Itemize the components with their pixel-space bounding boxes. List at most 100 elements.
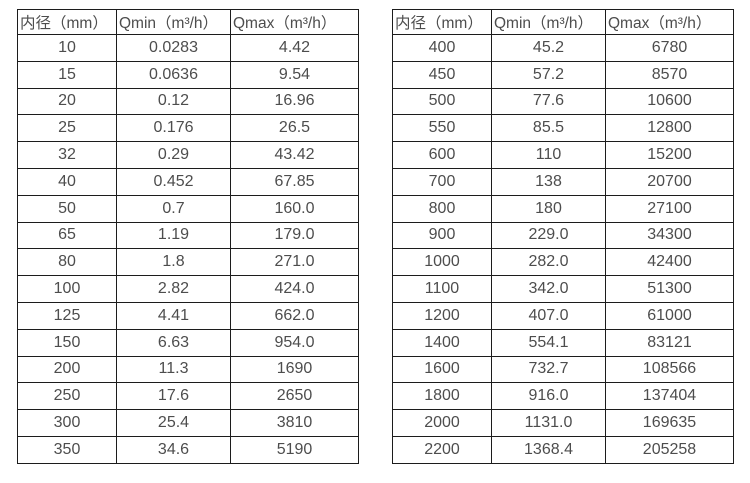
table-cell: 0.29 — [116, 141, 231, 169]
table-cell: 125 — [17, 301, 117, 330]
table-cell: 500 — [392, 87, 492, 116]
table-cell: 4.42 — [230, 34, 359, 62]
table-cell: 0.452 — [116, 167, 231, 196]
table-cell: 400 — [392, 34, 492, 62]
header-qmax: Qmax（m³/h） — [230, 9, 359, 35]
table-cell: 3810 — [230, 409, 359, 437]
table-row: 20 0.12 16.96 — [17, 87, 359, 116]
table-row: 700 138 20700 — [392, 167, 734, 196]
table-row: 300 25.4 3810 — [17, 409, 359, 437]
table-cell: 662.0 — [230, 301, 359, 330]
table-cell: 2000 — [392, 409, 492, 437]
table-cell: 1.19 — [116, 221, 231, 250]
table-cell: 11.3 — [116, 355, 231, 384]
header-qmin: Qmin（m³/h） — [116, 9, 231, 35]
table-cell: 137404 — [605, 382, 734, 411]
table-cell: 108566 — [605, 355, 734, 384]
table-cell: 65 — [17, 221, 117, 250]
table-cell: 25 — [17, 114, 117, 143]
table-cell: 25.4 — [116, 409, 231, 437]
table-row: 1000 282.0 42400 — [392, 248, 734, 277]
table-cell: 300 — [17, 409, 117, 437]
table-body-large: 400 45.2 6780 450 57.2 8570 500 77.6 10600 550 85.… — [392, 34, 734, 464]
header-diameter: 内径（mm） — [392, 9, 492, 35]
table-row: 40 0.452 67.85 — [17, 167, 359, 196]
table-row: 2200 1368.4 205258 — [392, 435, 734, 464]
table-cell: 5190 — [230, 435, 359, 464]
table-cell: 800 — [392, 194, 492, 223]
table-cell: 229.0 — [491, 221, 606, 250]
table-cell: 15 — [17, 60, 117, 89]
table-row: 600 110 15200 — [392, 141, 734, 169]
table-cell: 1000 — [392, 248, 492, 277]
table-cell: 160.0 — [230, 194, 359, 223]
table-cell: 1.8 — [116, 248, 231, 277]
table-cell: 4.41 — [116, 301, 231, 330]
table-row: 1100 342.0 51300 — [392, 275, 734, 303]
header-qmax: Qmax（m³/h） — [605, 9, 734, 35]
table-cell: 6780 — [605, 34, 734, 62]
table-row: 1200 407.0 61000 — [392, 301, 734, 330]
table-row: 50 0.7 160.0 — [17, 194, 359, 223]
table-row: 800 180 27100 — [392, 194, 734, 223]
table-cell: 110 — [491, 141, 606, 169]
table-cell: 1200 — [392, 301, 492, 330]
table-row: 125 4.41 662.0 — [17, 301, 359, 330]
table-cell: 80 — [17, 248, 117, 277]
table-cell: 43.42 — [230, 141, 359, 169]
tables-container: 内径（mm） Qmin（m³/h） Qmax（m³/h） 10 0.0283 4.4… — [17, 9, 734, 464]
table-cell: 27100 — [605, 194, 734, 223]
table-cell: 1131.0 — [491, 409, 606, 437]
table-cell: 732.7 — [491, 355, 606, 384]
table-cell: 954.0 — [230, 328, 359, 357]
table-cell: 100 — [17, 275, 117, 303]
table-row: 65 1.19 179.0 — [17, 221, 359, 250]
table-cell: 42400 — [605, 248, 734, 277]
table-row: 2000 1131.0 169635 — [392, 409, 734, 437]
table-cell: 2200 — [392, 435, 492, 464]
table-cell: 250 — [17, 382, 117, 411]
table-cell: 342.0 — [491, 275, 606, 303]
table-cell: 61000 — [605, 301, 734, 330]
table-cell: 77.6 — [491, 87, 606, 116]
table-cell: 50 — [17, 194, 117, 223]
table-row: 10 0.0283 4.42 — [17, 34, 359, 62]
table-cell: 45.2 — [491, 34, 606, 62]
table-cell: 1600 — [392, 355, 492, 384]
table-row: 1800 916.0 137404 — [392, 382, 734, 411]
header-diameter: 内径（mm） — [17, 9, 117, 35]
table-cell: 8570 — [605, 60, 734, 89]
table-cell: 2.82 — [116, 275, 231, 303]
table-cell: 138 — [491, 167, 606, 196]
table-cell: 282.0 — [491, 248, 606, 277]
table-cell: 17.6 — [116, 382, 231, 411]
table-cell: 916.0 — [491, 382, 606, 411]
table-cell: 554.1 — [491, 328, 606, 357]
table-cell: 350 — [17, 435, 117, 464]
table-cell: 26.5 — [230, 114, 359, 143]
table-cell: 205258 — [605, 435, 734, 464]
flow-table-small-diameters: 内径（mm） Qmin（m³/h） Qmax（m³/h） 10 0.0283 4.4… — [17, 9, 359, 464]
table-row: 900 229.0 34300 — [392, 221, 734, 250]
table-cell: 180 — [491, 194, 606, 223]
table-row: 250 17.6 2650 — [17, 382, 359, 411]
table-cell: 179.0 — [230, 221, 359, 250]
table-cell: 34.6 — [116, 435, 231, 464]
table-cell: 32 — [17, 141, 117, 169]
table-cell: 407.0 — [491, 301, 606, 330]
table-cell: 150 — [17, 328, 117, 357]
header-qmin: Qmin（m³/h） — [491, 9, 606, 35]
table-cell: 20 — [17, 87, 117, 116]
table-cell: 550 — [392, 114, 492, 143]
header-row: 内径（mm） Qmin（m³/h） Qmax（m³/h） — [17, 9, 359, 35]
header-row: 内径（mm） Qmin（m³/h） Qmax（m³/h） — [392, 9, 734, 35]
table-cell: 40 — [17, 167, 117, 196]
table-cell: 1368.4 — [491, 435, 606, 464]
table-cell: 10 — [17, 34, 117, 62]
table-cell: 6.63 — [116, 328, 231, 357]
table-cell: 9.54 — [230, 60, 359, 89]
table-cell: 1400 — [392, 328, 492, 357]
table-cell: 2650 — [230, 382, 359, 411]
table-cell: 10600 — [605, 87, 734, 116]
